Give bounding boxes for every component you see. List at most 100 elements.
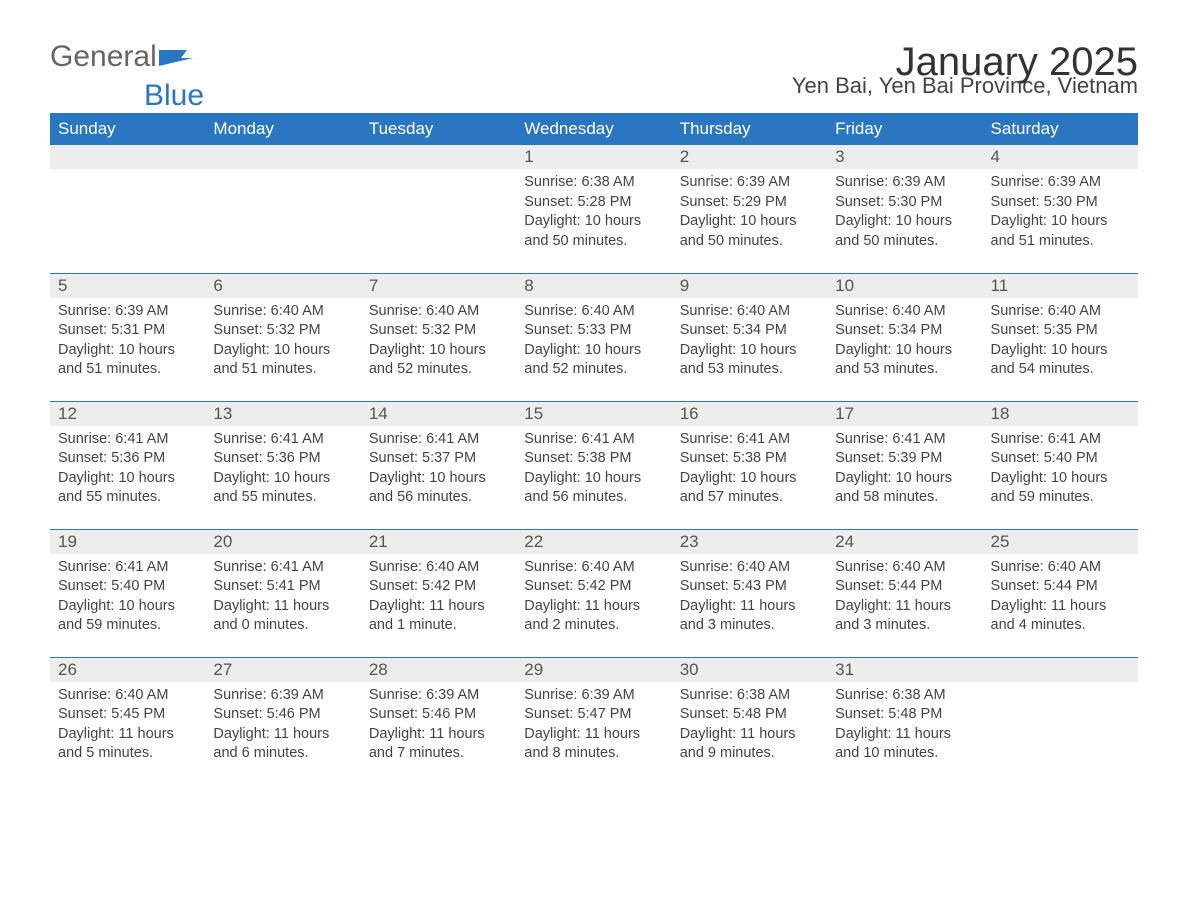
calendar-day-cell: 4Sunrise: 6:39 AMSunset: 5:30 PMDaylight… — [983, 145, 1138, 273]
calendar-day-cell: 2Sunrise: 6:39 AMSunset: 5:29 PMDaylight… — [672, 145, 827, 273]
day-number: 26 — [50, 658, 205, 682]
day-details: Sunrise: 6:39 AMSunset: 5:46 PMDaylight:… — [361, 682, 516, 774]
calendar-day-cell: 1Sunrise: 6:38 AMSunset: 5:28 PMDaylight… — [516, 145, 671, 273]
day-details: Sunrise: 6:38 AMSunset: 5:48 PMDaylight:… — [827, 682, 982, 774]
day-number: 30 — [672, 658, 827, 682]
calendar-day-cell: 23Sunrise: 6:40 AMSunset: 5:43 PMDayligh… — [672, 529, 827, 657]
day-details: Sunrise: 6:41 AMSunset: 5:40 PMDaylight:… — [50, 554, 205, 646]
calendar-day-cell: 9Sunrise: 6:40 AMSunset: 5:34 PMDaylight… — [672, 273, 827, 401]
sunset-line: Sunset: 5:39 PM — [835, 450, 942, 466]
daylight-line: Daylight: 10 hours and 52 minutes. — [524, 342, 641, 378]
sunrise-line: Sunrise: 6:39 AM — [58, 303, 168, 319]
daylight-line: Daylight: 10 hours and 54 minutes. — [991, 342, 1108, 378]
day-number: 31 — [827, 658, 982, 682]
sunset-line: Sunset: 5:29 PM — [680, 194, 787, 210]
sunrise-line: Sunrise: 6:41 AM — [213, 559, 323, 575]
weekday-header-row: Sunday Monday Tuesday Wednesday Thursday… — [50, 113, 1138, 145]
calendar-day-cell: 12Sunrise: 6:41 AMSunset: 5:36 PMDayligh… — [50, 401, 205, 529]
calendar-week-row: 26Sunrise: 6:40 AMSunset: 5:45 PMDayligh… — [50, 657, 1138, 785]
calendar-day-cell: 7Sunrise: 6:40 AMSunset: 5:32 PMDaylight… — [361, 273, 516, 401]
sunrise-line: Sunrise: 6:40 AM — [680, 303, 790, 319]
day-details: Sunrise: 6:39 AMSunset: 5:47 PMDaylight:… — [516, 682, 671, 774]
sunrise-line: Sunrise: 6:39 AM — [213, 687, 323, 703]
day-number: 5 — [50, 274, 205, 298]
day-details: Sunrise: 6:40 AMSunset: 5:35 PMDaylight:… — [983, 298, 1138, 390]
sunrise-line: Sunrise: 6:38 AM — [835, 687, 945, 703]
sunrise-sunset-calendar: Sunday Monday Tuesday Wednesday Thursday… — [50, 113, 1138, 785]
brand-logo: General — [50, 40, 193, 74]
calendar-week-row: 5Sunrise: 6:39 AMSunset: 5:31 PMDaylight… — [50, 273, 1138, 401]
sunset-line: Sunset: 5:28 PM — [524, 194, 631, 210]
day-details: Sunrise: 6:41 AM Sunset: 5:38 PM Daylight:… — [672, 426, 827, 518]
calendar-day-cell: 22Sunrise: 6:40 AMSunset: 5:42 PMDayligh… — [516, 529, 671, 657]
sunrise-line: Sunrise: 6:38 AM — [680, 687, 790, 703]
daylight-line: Daylight: 10 hours and 56 minutes. — [524, 470, 641, 506]
daylight-line: Daylight: 10 hours and 51 minutes. — [991, 213, 1108, 249]
daylight-line: Daylight: 11 hours and 8 minutes. — [524, 726, 640, 762]
sunrise-line: Sunrise: 6:39 AM — [369, 687, 479, 703]
day-details: Sunrise: 6:41 AMSunset: 5:38 PMDaylight:… — [516, 426, 671, 518]
sunrise-line: Sunrise: 6:40 AM — [835, 303, 945, 319]
sunset-line: Sunset: 5:37 PM — [369, 450, 476, 466]
sunrise-line: Sunrise: 6:41 AM — [58, 431, 168, 447]
day-number: 13 — [205, 402, 360, 426]
calendar-day-cell: 29Sunrise: 6:39 AMSunset: 5:47 PMDayligh… — [516, 657, 671, 785]
day-details: Sunrise: 6:38 AMSunset: 5:48 PMDaylight:… — [672, 682, 827, 774]
day-number: 15 — [516, 402, 671, 426]
daylight-line: Daylight: 10 hours and 51 minutes. — [58, 342, 175, 378]
sunset-line: Sunset: 5:32 PM — [369, 322, 476, 338]
day-details: Sunrise: 6:41 AMSunset: 5:37 PMDaylight:… — [361, 426, 516, 518]
day-number: . — [983, 658, 1138, 682]
sunset-line: Sunset: 5:38 PM — [524, 450, 631, 466]
sunrise-line: Sunrise: 6:41 AM — [991, 431, 1101, 447]
day-number: . — [205, 145, 360, 169]
calendar-day-cell: 19Sunrise: 6:41 AMSunset: 5:40 PMDayligh… — [50, 529, 205, 657]
day-number: 2 — [672, 145, 827, 169]
sunrise-line: Sunrise: 6:40 AM — [58, 687, 168, 703]
sunrise-line: Sunrise: 6:39 AM — [524, 687, 634, 703]
daylight-line: Daylight: 11 hours and 10 minutes. — [835, 726, 951, 762]
sunset-line: Sunset: 5:38 PM — [680, 450, 787, 466]
sunset-line: Sunset: 5:42 PM — [369, 578, 476, 594]
day-details: Sunrise: 6:40 AMSunset: 5:33 PMDaylight:… — [516, 298, 671, 390]
daylight-line: Daylight: 10 hours and 59 minutes. — [991, 470, 1108, 506]
day-number: 27 — [205, 658, 360, 682]
day-details: Sunrise: 6:39 AMSunset: 5:46 PMDaylight:… — [205, 682, 360, 774]
calendar-day-cell: 11Sunrise: 6:40 AMSunset: 5:35 PMDayligh… — [983, 273, 1138, 401]
day-details: Sunrise: 6:41 AMSunset: 5:36 PMDaylight:… — [50, 426, 205, 518]
sunrise-line: Sunrise: 6:40 AM — [369, 303, 479, 319]
daylight-line: Daylight: 10 hours and 55 minutes. — [58, 470, 175, 506]
daylight-line: Daylight: 10 hours and 55 minutes. — [213, 470, 330, 506]
day-details: Sunrise: 6:40 AMSunset: 5:44 PMDaylight:… — [827, 554, 982, 646]
sunrise-line: Sunrise: 6:41 AM — [680, 431, 790, 447]
sunrise-line: Sunrise: 6:39 AM — [835, 174, 945, 190]
calendar-day-cell: 31Sunrise: 6:38 AMSunset: 5:48 PMDayligh… — [827, 657, 982, 785]
day-number: . — [50, 145, 205, 169]
day-number: 20 — [205, 530, 360, 554]
sunset-line: Sunset: 5:30 PM — [991, 194, 1098, 210]
day-number: 12 — [50, 402, 205, 426]
sunrise-line: Sunrise: 6:40 AM — [369, 559, 479, 575]
day-details: Sunrise: 6:40 AMSunset: 5:32 PMDaylight:… — [361, 298, 516, 390]
weekday-header: Friday — [827, 113, 982, 145]
day-number: 17 — [827, 402, 982, 426]
day-number: 24 — [827, 530, 982, 554]
logo-flag-icon — [159, 46, 193, 66]
sunset-line: Sunset: 5:42 PM — [524, 578, 631, 594]
day-number: 22 — [516, 530, 671, 554]
calendar-week-row: 19Sunrise: 6:41 AMSunset: 5:40 PMDayligh… — [50, 529, 1138, 657]
daylight-line: Daylight: 10 hours and 59 minutes. — [58, 598, 175, 634]
sunrise-line: Sunrise: 6:41 AM — [835, 431, 945, 447]
weekday-header: Wednesday — [516, 113, 671, 145]
calendar-day-cell: 8Sunrise: 6:40 AMSunset: 5:33 PMDaylight… — [516, 273, 671, 401]
calendar-day-cell: 30Sunrise: 6:38 AMSunset: 5:48 PMDayligh… — [672, 657, 827, 785]
daylight-line: Daylight: 10 hours and 57 minutes. — [680, 470, 797, 506]
sunrise-line: Sunrise: 6:39 AM — [680, 174, 790, 190]
weekday-header: Saturday — [983, 113, 1138, 145]
sunrise-line: Sunrise: 6:40 AM — [991, 559, 1101, 575]
day-number: 25 — [983, 530, 1138, 554]
sunset-line: Sunset: 5:40 PM — [58, 578, 165, 594]
day-details: Sunrise: 6:40 AMSunset: 5:44 PMDaylight:… — [983, 554, 1138, 646]
daylight-line: Daylight: 10 hours and 50 minutes. — [524, 213, 641, 249]
logo-text-2: Blue — [144, 79, 204, 113]
